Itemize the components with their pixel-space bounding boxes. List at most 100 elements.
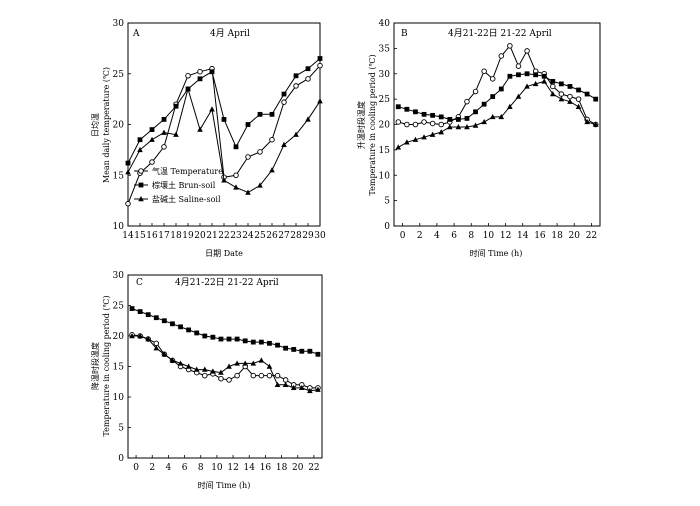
data-point (293, 83, 299, 89)
data-point (317, 56, 323, 61)
data-point (481, 118, 487, 125)
x-tick-label: 24 (242, 231, 254, 241)
data-point (221, 177, 227, 183)
data-point (593, 96, 599, 102)
data-point (125, 169, 131, 175)
panel-letter: B (401, 29, 408, 39)
x-tick-label: 18 (276, 463, 288, 473)
data-point (541, 73, 547, 79)
data-point (430, 112, 436, 118)
x-tick-label: 21 (206, 231, 217, 241)
y-tick-label: 25 (379, 95, 391, 105)
legend-label: 盐碱土 Saline-soil (152, 194, 221, 204)
data-point (281, 91, 287, 97)
y-tick-label: 10 (379, 171, 391, 181)
x-tick-label: 4 (166, 463, 172, 473)
data-point (576, 87, 581, 93)
data-point (173, 131, 179, 137)
series-saline-soil (129, 333, 321, 394)
data-point (305, 76, 311, 82)
y-axis-label-en: Mean daily temperature (℃) (102, 67, 111, 183)
data-point (281, 141, 287, 147)
data-point (161, 351, 168, 357)
y-axis-label-en: Temperature in cooling period (℃) (102, 295, 111, 436)
x-tick-label: 16 (146, 231, 158, 241)
data-point (267, 340, 272, 346)
x-tick-label: 29 (302, 231, 314, 241)
data-point (185, 73, 191, 79)
y-axis-label-cn: 降温时段温度 (90, 342, 100, 390)
data-point (455, 124, 462, 130)
x-tick-label: 20 (292, 463, 304, 473)
legend-marker (138, 168, 144, 174)
y-axis-label-cn: 升温时段温度 (356, 101, 366, 149)
data-point (498, 86, 504, 92)
x-tick-label: 8 (468, 231, 474, 241)
data-point (149, 127, 155, 132)
x-tick-label: 26 (266, 231, 278, 241)
y-axis-label: 日均温 Mean daily temperature (℃) (90, 67, 111, 183)
data-point (266, 363, 273, 369)
y-tick-label: 40 (379, 19, 391, 29)
data-point (258, 339, 264, 345)
x-tick-label: 4 (434, 231, 440, 241)
data-point (305, 66, 311, 72)
series-line (127, 58, 321, 164)
y-axis-label-cn: 日均温 (90, 113, 100, 137)
data-point (507, 43, 513, 49)
data-point (315, 351, 321, 357)
legend-label: 棕壤土 Brun-soil (152, 180, 216, 190)
data-point (558, 96, 565, 102)
data-point (489, 76, 496, 82)
chart-panel-b: 0 2 4 6 8 10 12 14 16 18 20 22 0 5 10 15 20 25 30 35 40 时间 Ti… (356, 19, 601, 258)
data-point (429, 120, 436, 127)
y-axis-label-en: Temperature in cooling period (℃) (368, 54, 377, 195)
data-point (242, 360, 249, 366)
data-point (233, 184, 239, 190)
data-point (173, 103, 179, 109)
legend-label: 气温 Temperature (152, 166, 223, 176)
data-point (274, 372, 281, 379)
data-point (404, 106, 410, 112)
x-tick-label: 14 (244, 463, 256, 473)
y-tick-label: 20 (379, 121, 391, 131)
data-point (197, 68, 203, 75)
data-point (153, 315, 159, 321)
x-tick-label: 22 (218, 231, 229, 241)
series-line (131, 334, 318, 389)
data-point (221, 117, 227, 122)
data-point (429, 131, 436, 137)
data-point (404, 121, 410, 128)
data-point (269, 136, 275, 143)
data-point (305, 116, 311, 122)
x-tick-label: 10 (211, 463, 223, 473)
x-tick-label: 0 (133, 463, 139, 473)
data-point (137, 137, 143, 143)
data-point (194, 330, 200, 336)
data-point (161, 117, 167, 122)
data-point (185, 85, 191, 92)
data-point (218, 369, 224, 375)
x-tick-label: 16 (534, 231, 546, 241)
x-tick-label: 18 (170, 231, 182, 241)
x-tick-label: 2 (149, 463, 155, 473)
data-point (567, 84, 573, 89)
data-point (516, 72, 521, 78)
x-tick-label: 16 (260, 463, 272, 473)
x-tick-label: 25 (254, 231, 266, 241)
data-point (507, 73, 513, 79)
data-point (178, 324, 183, 330)
y-tick-label: 0 (384, 222, 390, 232)
x-tick-label: 0 (400, 231, 406, 241)
data-point (395, 104, 401, 110)
x-tick-label: 22 (308, 463, 319, 473)
y-tick-label: 5 (118, 424, 124, 434)
data-point (250, 360, 257, 366)
data-point (210, 334, 216, 340)
data-point (242, 338, 248, 344)
y-axis-label: 降温时段温度 Temperature in cooling period (℃) (90, 295, 111, 436)
data-point (307, 387, 313, 394)
x-tick-label: 18 (551, 231, 563, 241)
data-point (421, 134, 427, 140)
